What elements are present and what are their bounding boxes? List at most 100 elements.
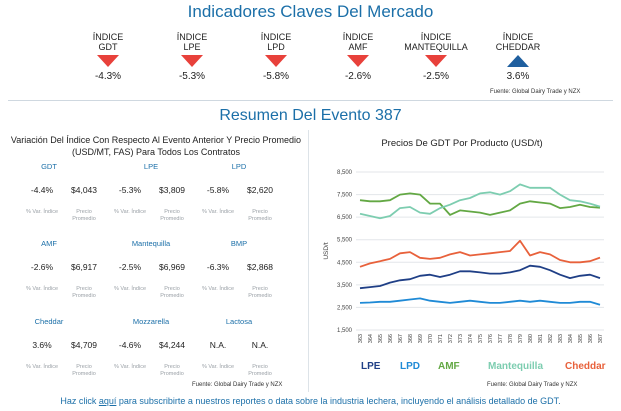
x-tick-label: 374 <box>468 334 474 343</box>
series-line-mantequilla <box>359 183 601 220</box>
summary-price-caption: Precio Promedio <box>160 209 184 222</box>
summary-price-caption: Precio Promedio <box>248 209 272 222</box>
summary-group-name: Mozzarella <box>132 317 170 326</box>
summary-description: Variación Del Índice Con Respecto Al Eve… <box>10 135 302 157</box>
indicator-label-line1: ÍNDICE <box>342 32 374 42</box>
x-tick-label: 371 <box>438 334 444 343</box>
summary-group-name: LPE <box>143 162 159 171</box>
indicator-label: ÍNDICE CHEDDAR <box>478 30 558 52</box>
chart-source: Fuente: Global Dairy Trade y NZX <box>487 382 578 388</box>
x-tick-label: 380 <box>528 334 534 343</box>
indicator-label: ÍNDICE LPE <box>152 30 232 52</box>
legend-item-lpd: LPD <box>400 361 420 372</box>
x-tick-label: 369 <box>418 334 424 343</box>
x-tick-label: 363 <box>358 334 364 343</box>
arrow-down-icon <box>347 55 369 67</box>
summary-var-value: 3.6% <box>32 340 52 350</box>
series-line-amf <box>359 192 601 216</box>
y-tick-label: 5,500 <box>337 238 353 244</box>
summary-var-value: -6.3% <box>206 262 230 272</box>
x-tick-label: 383 <box>558 334 564 343</box>
indicator-amf: ÍNDICE AMF -2.6% <box>318 30 398 82</box>
arrow-down-icon <box>97 55 119 67</box>
summary-group-name: BMP <box>230 239 248 248</box>
summary-price-value: $4,043 <box>71 185 97 195</box>
footer-text: Haz click aquí para subscribirte a nuest… <box>0 396 621 406</box>
indicator-label-line2: GDT <box>98 42 118 52</box>
summary-price-value: $2,620 <box>247 185 273 195</box>
summary-var-caption: % Var. Índice <box>114 286 146 292</box>
column-divider <box>308 130 309 392</box>
x-tick-label: 364 <box>368 334 374 343</box>
summary-price-caption: Precio Promedio <box>72 364 96 377</box>
indicator-label-line2: CHEDDAR <box>495 42 541 52</box>
x-tick-label: 367 <box>398 334 404 343</box>
indicator-label-line2: MANTEQUILLA <box>404 42 468 52</box>
x-tick-label: 385 <box>578 334 584 343</box>
x-tick-label: 375 <box>478 334 484 343</box>
x-tick-label: 370 <box>428 334 434 343</box>
indicator-value: 3.6% <box>506 71 530 82</box>
summary-var-value: N.A. <box>209 340 227 350</box>
summary-price-caption: Precio Promedio <box>72 286 96 299</box>
x-tick-label: 377 <box>498 334 504 343</box>
summary-price-value: $6,917 <box>71 262 97 272</box>
indicator-value: -2.5% <box>422 71 450 82</box>
summary-group-name: Lactosa <box>225 317 253 326</box>
indicator-label-line1: ÍNDICE <box>420 32 452 42</box>
arrow-down-icon <box>265 55 287 67</box>
legend-item-cheddar: Cheddar <box>565 361 606 372</box>
x-tick-label: 372 <box>448 334 454 343</box>
indicator-label: ÍNDICE LPD <box>236 30 316 52</box>
series-line-cheddar <box>359 239 601 268</box>
y-tick-label: 6,500 <box>337 215 353 221</box>
summary-var-caption: % Var. Índice <box>114 364 146 370</box>
indicator-lpe: ÍNDICE LPE -5.3% <box>152 30 232 82</box>
legend-item-amf: AMF <box>438 361 460 372</box>
summary-group-name: AMF <box>41 239 57 248</box>
summary-var-value: -2.5% <box>118 262 142 272</box>
summary-var-value: -5.8% <box>206 185 230 195</box>
summary-var-value: -2.6% <box>30 262 54 272</box>
x-tick-label: 387 <box>598 334 604 343</box>
y-axis-label: USD/t <box>323 242 330 260</box>
summary-price-caption: Precio Promedio <box>160 364 184 377</box>
legend-item-mantequilla: Mantequilla <box>488 361 544 372</box>
summary-var-caption: % Var. Índice <box>202 364 234 370</box>
summary-source: Fuente: Global Dairy Trade y NZX <box>192 382 283 388</box>
indicator-value: -2.6% <box>344 71 372 82</box>
footer-text-before: Haz click <box>60 396 99 406</box>
indicator-lpd: ÍNDICE LPD -5.8% <box>236 30 316 82</box>
arrow-up-icon <box>507 55 529 67</box>
y-tick-label: 4,500 <box>337 260 353 266</box>
indicator-gdt: ÍNDICE GDT -4.3% <box>68 30 148 82</box>
summary-var-caption: % Var. Índice <box>26 286 58 292</box>
series-line-lpe <box>359 264 601 290</box>
x-tick-label: 366 <box>388 334 394 343</box>
indicator-label-line1: ÍNDICE <box>92 32 124 42</box>
y-tick-label: 8,500 <box>337 170 353 176</box>
summary-group-name: GDT <box>41 162 57 171</box>
summary-var-caption: % Var. Índice <box>114 209 146 215</box>
x-tick-label: 384 <box>568 334 574 343</box>
summary-var-caption: % Var. Índice <box>202 209 234 215</box>
x-tick-label: 373 <box>458 334 464 343</box>
y-tick-label: 3,500 <box>337 283 353 289</box>
x-tick-label: 376 <box>488 334 494 343</box>
indicator-label-line1: ÍNDICE <box>260 32 292 42</box>
summary-var-value: -5.3% <box>118 185 142 195</box>
subscribe-link[interactable]: aquí <box>98 396 117 406</box>
summary-var-caption: % Var. Índice <box>202 286 234 292</box>
summary-price-value: $6,969 <box>159 262 185 272</box>
summary-var-value: -4.6% <box>118 340 142 350</box>
summary-price-value: N.A. <box>251 340 269 350</box>
indicator-label-line1: ÍNDICE <box>176 32 208 42</box>
summary-price-caption: Precio Promedio <box>72 209 96 222</box>
x-tick-label: 386 <box>588 334 594 343</box>
price-chart: 1,500 2,500 3,500 4,500 5,500 6,500 7,500 8,500… <box>323 170 604 343</box>
x-tick-label: 382 <box>548 334 554 343</box>
x-tick-label: 368 <box>408 334 414 343</box>
indicator-cheddar: ÍNDICE CHEDDAR 3.6% <box>478 30 558 82</box>
indicator-mantequilla: ÍNDICE MANTEQUILLA -2.5% <box>396 30 476 82</box>
summary-price-caption: Precio Promedio <box>248 286 272 299</box>
